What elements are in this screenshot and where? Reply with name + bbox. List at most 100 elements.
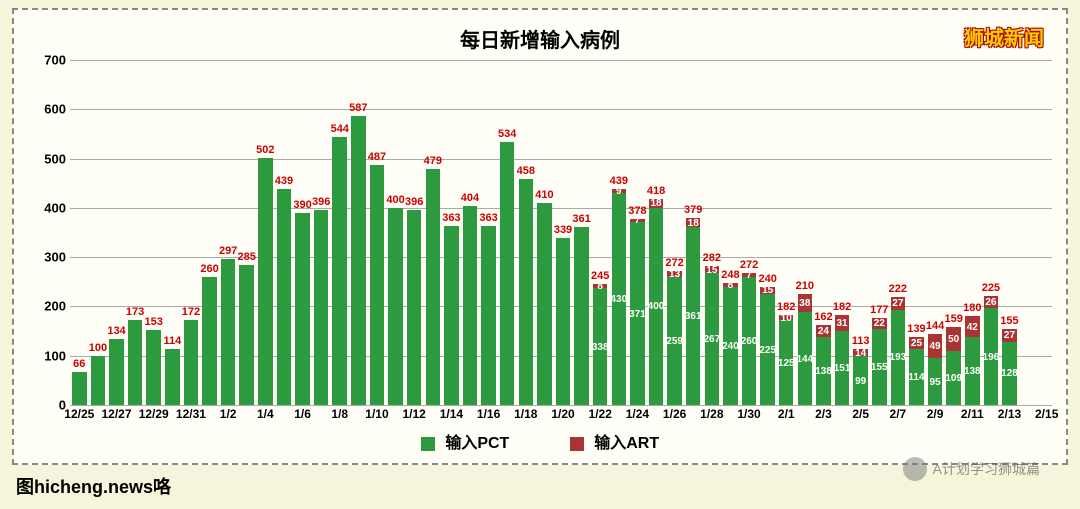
bar-pct [91, 356, 106, 405]
bar-pct-label: 225 [759, 345, 776, 356]
bar-total-label: 134 [107, 325, 125, 337]
y-tick-label: 100 [44, 348, 66, 363]
bar-art-label: 9 [616, 186, 622, 197]
bar-total-label: 177 [870, 304, 888, 316]
bar-art-label: 25 [911, 338, 922, 349]
bar-pct [351, 116, 366, 405]
bar-pct-label: 196 [983, 352, 1000, 363]
bar-total-label: 418 [647, 185, 665, 197]
x-tick-label: 2/5 [852, 407, 869, 421]
x-tick-label: 1/24 [626, 407, 649, 421]
grid-line [70, 208, 1052, 209]
bar-art-label: 27 [1004, 330, 1015, 341]
grid-line [70, 109, 1052, 110]
x-axis: 12/2512/2712/2912/311/21/41/61/81/101/12… [70, 407, 1052, 425]
bar-art-label: 7 [635, 215, 641, 226]
bar-pct [426, 169, 441, 405]
bar-total-label: 390 [293, 199, 311, 211]
bar-total-label: 100 [89, 342, 107, 354]
grid-line [70, 60, 1052, 61]
bar-art-label: 18 [650, 198, 661, 209]
x-tick-label: 2/11 [961, 407, 984, 421]
bar-total-label: 114 [163, 335, 181, 347]
bar-pct [146, 330, 161, 405]
bar-pct [556, 238, 571, 405]
legend-label-art: 输入ART [594, 435, 659, 452]
x-tick-label: 1/18 [514, 407, 537, 421]
x-tick-label: 2/3 [815, 407, 832, 421]
bar-pct [202, 277, 217, 405]
bar-total-label: 396 [405, 196, 423, 208]
x-tick-label: 12/27 [101, 407, 131, 421]
bar-total-label: 155 [1000, 315, 1018, 327]
x-tick-label: 1/6 [294, 407, 311, 421]
bar-pct [277, 189, 292, 405]
bar-total-label: 182 [833, 301, 851, 313]
bar-total-label: 502 [256, 144, 274, 156]
bar-total-label: 282 [703, 252, 721, 264]
bar-total-label: 410 [535, 189, 553, 201]
bar-total-label: 139 [907, 323, 925, 335]
bar-pct-label: 430 [610, 294, 627, 305]
y-tick-label: 300 [44, 250, 66, 265]
bar-pct [332, 137, 347, 405]
bar-total-label: 172 [182, 306, 200, 318]
bar-total-label: 260 [200, 263, 218, 275]
bar-pct-label: 138 [815, 366, 832, 377]
x-tick-label: 2/15 [1035, 407, 1058, 421]
bar-art-label: 14 [855, 348, 866, 359]
bar-pct [519, 179, 534, 405]
x-tick-label: 2/1 [778, 407, 795, 421]
bar-art-label: 18 [688, 218, 699, 229]
bar-pct-label: 240 [722, 341, 739, 352]
bar-total-label: 361 [572, 213, 590, 225]
bar-art-label: 15 [706, 265, 717, 276]
bar-total-label: 458 [517, 165, 535, 177]
bar-pct [72, 372, 87, 405]
bar-pct [463, 206, 478, 405]
bar-pct-label: 144 [797, 354, 814, 365]
bar-total-label: 240 [758, 273, 776, 285]
x-tick-label: 1/2 [220, 407, 237, 421]
bar-pct [481, 226, 496, 405]
x-tick-label: 1/4 [257, 407, 274, 421]
x-tick-label: 12/29 [139, 407, 169, 421]
bar-art-label: 8 [728, 280, 734, 291]
y-axis: 0100200300400500600700 [32, 60, 66, 405]
bottom-source-text: 图hicheng.news咯 [16, 473, 171, 499]
legend-item-pct: 输入PCT [421, 429, 509, 453]
bar-pct [407, 210, 422, 405]
bar-pct-label: 155 [871, 362, 888, 373]
chart-title: 每日新增输入病例 [14, 24, 1066, 53]
watermark-icon [903, 457, 927, 481]
bar-pct-label: 361 [685, 311, 702, 322]
watermark-text: A计划学习狮城篇 [933, 459, 1040, 479]
bar-pct [574, 227, 589, 405]
bar-pct-label: 109 [945, 373, 962, 384]
bar-total-label: 363 [442, 212, 460, 224]
grid-line [70, 405, 1052, 406]
bar-total-label: 544 [331, 123, 349, 135]
x-tick-label: 1/8 [331, 407, 348, 421]
bar-art-label: 10 [781, 313, 792, 324]
x-tick-label: 2/9 [927, 407, 944, 421]
bar-total-label: 587 [349, 102, 367, 114]
bar-total-label: 66 [73, 358, 85, 370]
bar-pct [295, 213, 310, 405]
bar-total-label: 297 [219, 245, 237, 257]
x-tick-label: 1/30 [737, 407, 760, 421]
x-tick-label: 1/16 [477, 407, 500, 421]
bar-total-label: 182 [777, 301, 795, 313]
bar-art-label: 13 [669, 269, 680, 280]
bar-pct-label: 114 [908, 372, 924, 383]
y-tick-label: 400 [44, 200, 66, 215]
bar-art-label: 22 [874, 318, 885, 329]
bar-pct [370, 165, 385, 405]
bar-pct-label: 99 [855, 376, 866, 387]
bar-pct [221, 259, 236, 405]
bar-pct-label: 371 [629, 309, 646, 320]
bar-total-label: 439 [275, 175, 293, 187]
bar-art-label: 31 [836, 318, 847, 329]
bar-pct-label: 95 [930, 377, 941, 388]
bar-pct [258, 158, 273, 405]
